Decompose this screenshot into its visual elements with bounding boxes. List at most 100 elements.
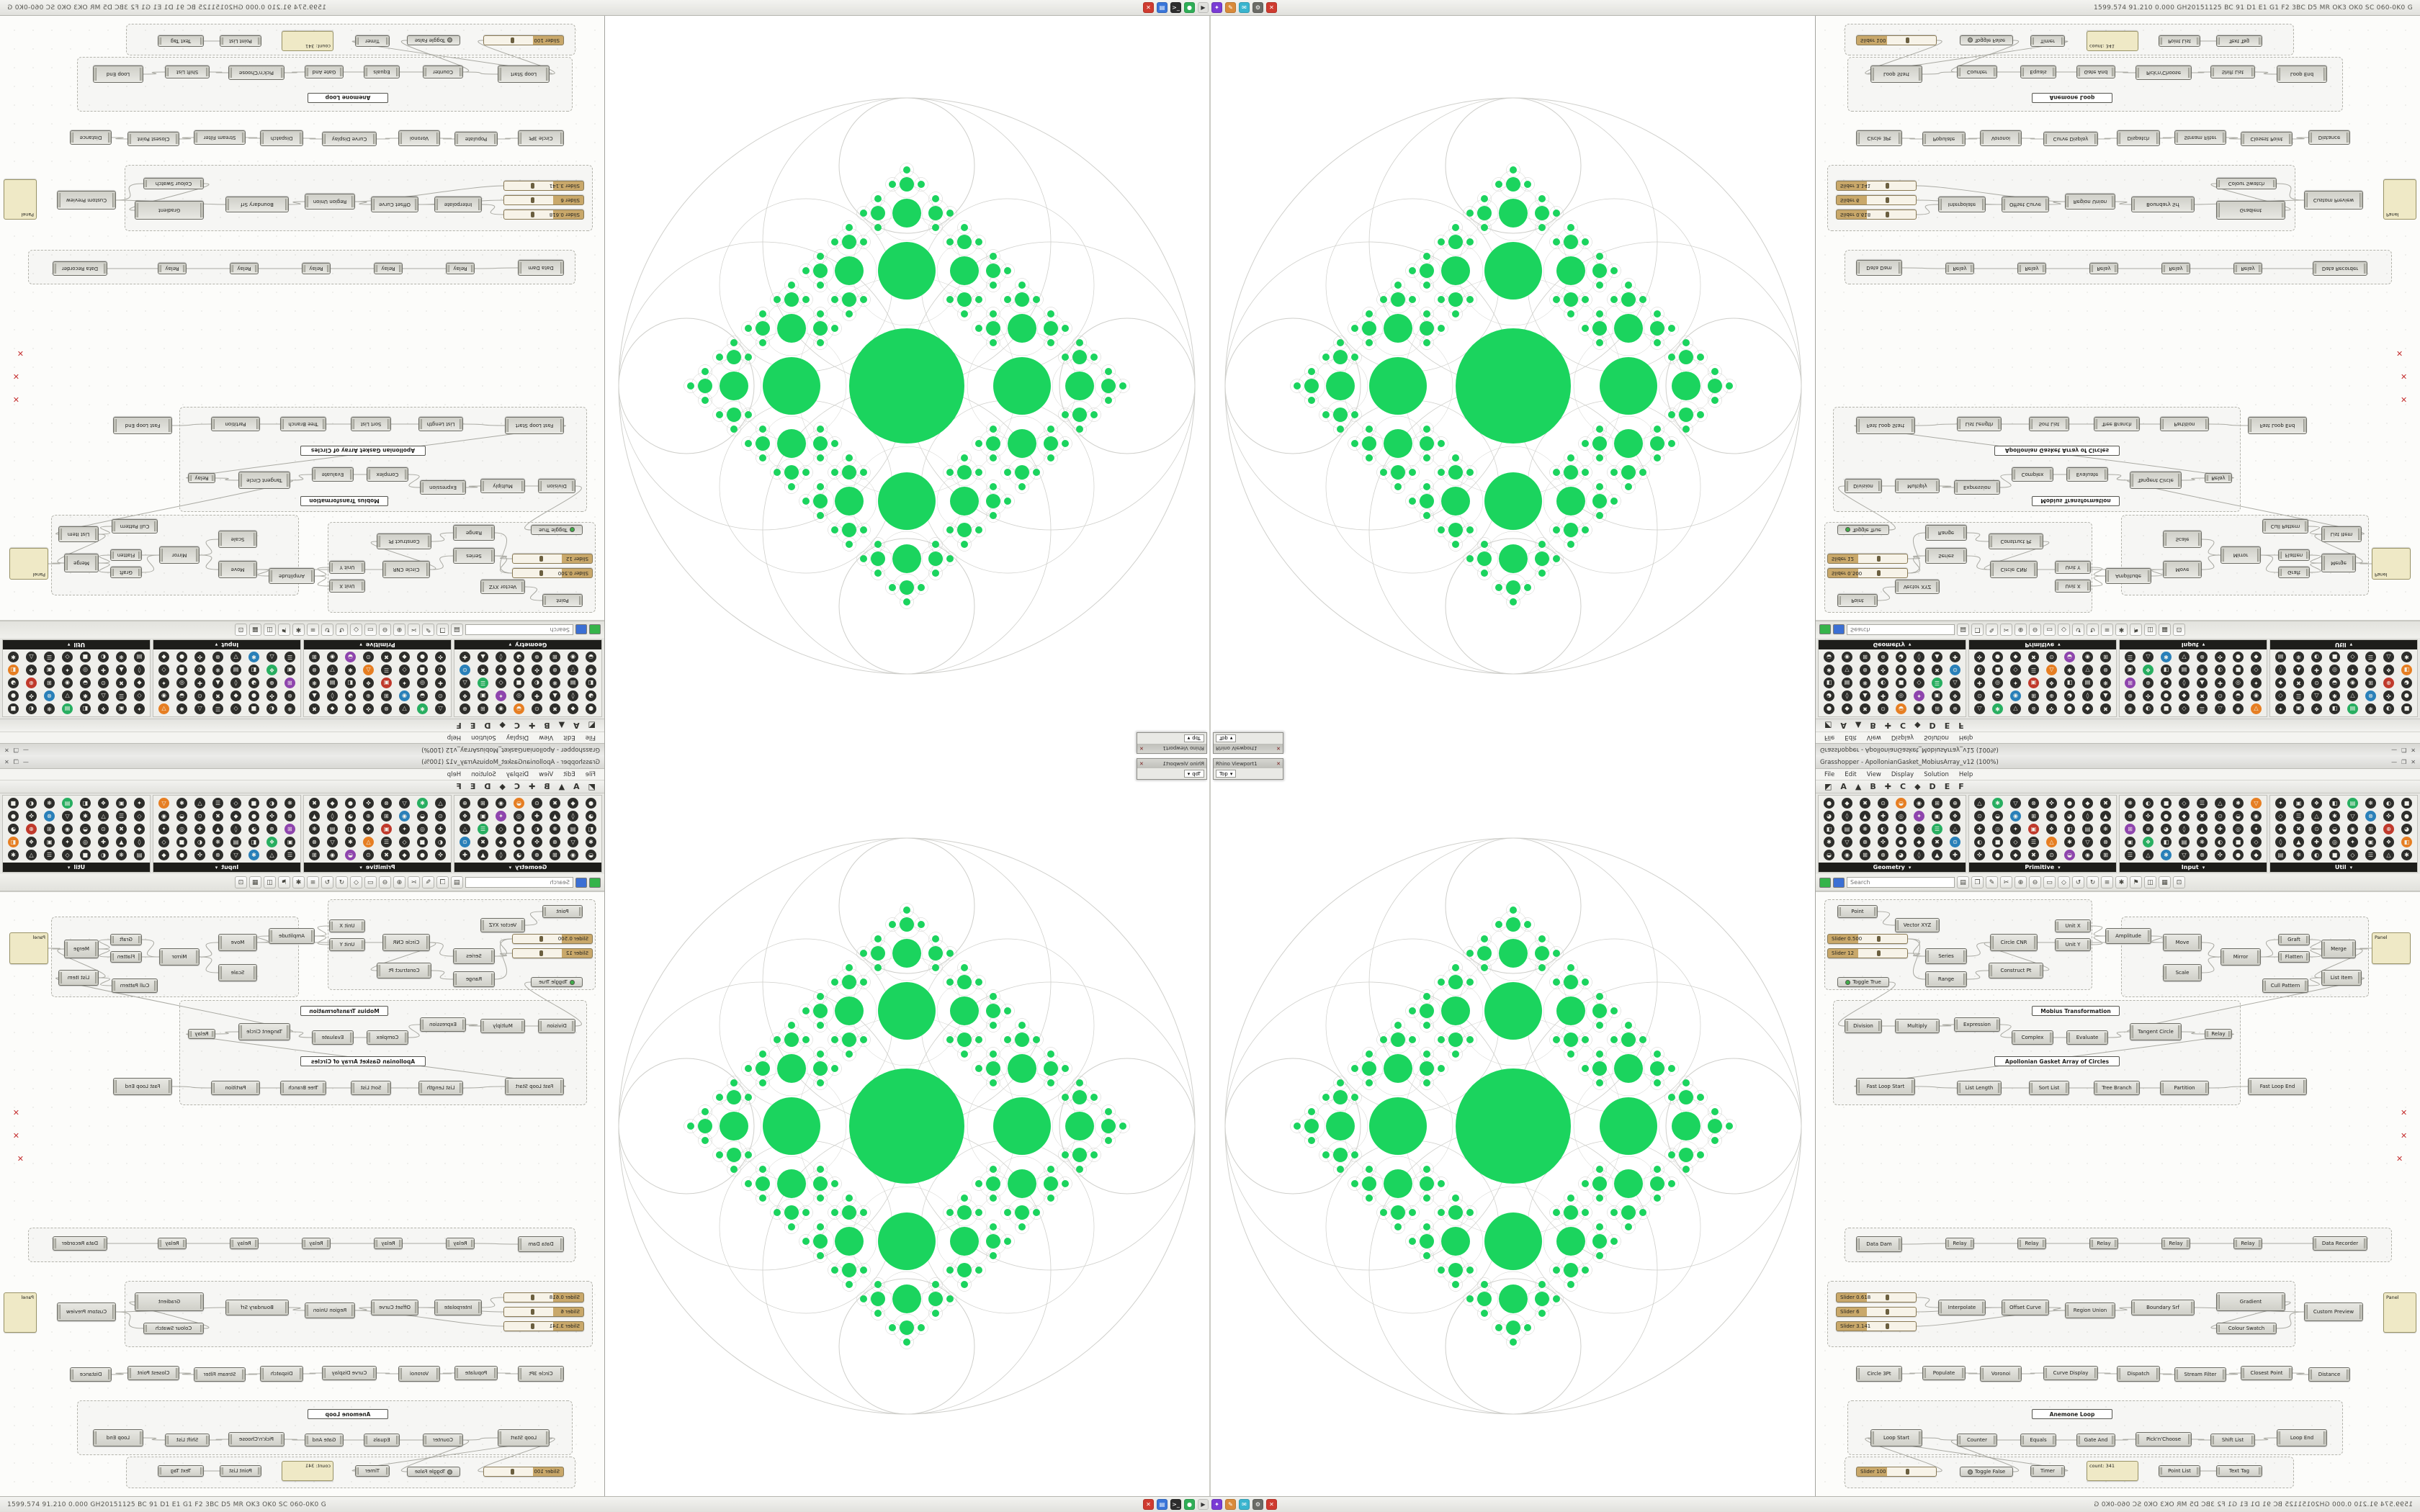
component-icon[interactable]: ⊗ [550, 665, 560, 676]
gh-node[interactable]: Circle CNR [1990, 934, 2038, 951]
gh-node[interactable]: Dispatch [2117, 130, 2160, 146]
gh-node[interactable]: Stream Filter [194, 130, 246, 145]
component-icon[interactable]: ■ [2233, 665, 2244, 676]
sketch-green-button[interactable] [1819, 877, 1831, 888]
component-icon[interactable]: ⊞ [2100, 652, 2111, 663]
gh-node[interactable]: Slider 6 [1836, 1307, 1917, 1317]
component-icon[interactable]: ✦ [2251, 678, 2262, 689]
component-icon[interactable]: ⊗ [381, 798, 392, 809]
gh-node[interactable]: Data Dam [518, 260, 564, 276]
component-icon[interactable]: ◧ [1824, 678, 1834, 689]
component-icon[interactable]: ◊ [1914, 849, 1924, 860]
gh-node[interactable]: Slider 0.618 [503, 1292, 584, 1302]
component-icon[interactable]: ◎ [417, 678, 428, 689]
component-icon[interactable]: ◆ [1914, 665, 1924, 676]
gh-node[interactable]: Equals [2020, 1434, 2056, 1446]
gh-node[interactable]: Evaluate [312, 1030, 354, 1045]
component-icon[interactable]: ◊ [568, 811, 578, 822]
component-icon[interactable]: ✦ [62, 836, 73, 847]
gh-node[interactable]: Flatten [110, 549, 142, 561]
gh-node[interactable]: Counter [423, 66, 463, 78]
component-icon[interactable]: ◆ [496, 836, 506, 847]
gh-node[interactable]: Merge [64, 554, 99, 572]
editor-icon[interactable]: ✎ [1225, 2, 1236, 13]
gh-node[interactable]: Custom Preview [2304, 1302, 2363, 1321]
viewport-tab-top[interactable]: Top ▾ [1216, 734, 1237, 742]
component-icon[interactable]: ◎ [176, 678, 187, 689]
palette-group-label[interactable]: Input ▾ [153, 863, 300, 872]
component-icon[interactable]: ▣ [381, 823, 392, 834]
component-icon[interactable]: ◒ [417, 690, 428, 701]
component-icon[interactable]: ◒ [2064, 652, 2075, 663]
gh-node[interactable]: Move [218, 934, 257, 951]
toolbar-button-1[interactable]: ❐ [436, 624, 449, 636]
gh-node[interactable]: Graft [2278, 934, 2310, 945]
component-icon[interactable]: ✚ [532, 690, 542, 701]
gh-node[interactable]: Relay [2233, 1238, 2262, 1249]
component-icon[interactable]: ◐ [2215, 836, 2226, 847]
category-tab-9[interactable]: F [456, 721, 462, 730]
category-tab-7[interactable]: D [1929, 782, 1936, 791]
close-icon[interactable]: ✕ [1276, 745, 1281, 752]
gh-node[interactable]: Pick'n'Choose [228, 1432, 284, 1446]
component-icon[interactable]: ◊ [1914, 652, 1924, 663]
component-icon[interactable]: ◊ [327, 811, 338, 822]
component-icon[interactable]: ❋ [1860, 823, 1870, 834]
component-icon[interactable]: ◒ [345, 849, 356, 860]
node-canvas[interactable]: Point Vector XYZ Slider 0.500 Slider 12 Seri… [0, 16, 604, 621]
category-tab-1[interactable]: A [1840, 782, 1847, 791]
component-icon[interactable]: ▤ [134, 849, 145, 860]
component-icon[interactable]: ✱ [2233, 703, 2244, 714]
gh-node[interactable]: Panel [9, 932, 48, 964]
component-icon[interactable]: ✚ [460, 652, 470, 663]
component-icon[interactable]: ⊕ [363, 811, 374, 822]
component-icon[interactable]: △ [266, 849, 277, 860]
maximize-icon[interactable]: ❐ [2401, 747, 2407, 753]
palette-group-label[interactable]: Geometry ▾ [454, 863, 601, 872]
component-icon[interactable]: ◇ [399, 836, 410, 847]
component-icon[interactable]: ☰ [2293, 811, 2304, 822]
close-icon[interactable]: ✕ [4, 759, 9, 765]
component-icon[interactable]: ◧ [586, 823, 596, 834]
component-icon[interactable]: ▲ [309, 811, 320, 822]
component-icon[interactable]: ✖ [1932, 836, 1942, 847]
gh-node[interactable]: Apollonian Gasket Array of Circles [1994, 446, 2120, 456]
gh-node[interactable]: Colour Swatch [2216, 178, 2277, 189]
component-icon[interactable]: ❖ [98, 703, 109, 714]
gh-node[interactable]: Interpolate [434, 1300, 482, 1315]
gh-node[interactable]: Voronoi [398, 130, 440, 146]
component-icon[interactable]: ◉ [62, 678, 73, 689]
component-icon[interactable]: ◎ [80, 665, 91, 676]
gh-node[interactable]: Relay [1945, 1238, 1974, 1249]
gh-node[interactable]: Toggle True [1837, 525, 1889, 535]
component-icon[interactable]: ❖ [2143, 665, 2154, 676]
component-icon[interactable]: ✖ [550, 703, 560, 714]
component-icon[interactable]: ⊙ [194, 811, 205, 822]
component-icon[interactable]: ✜ [2046, 798, 2057, 809]
component-icon[interactable]: ◒ [176, 811, 187, 822]
component-icon[interactable]: ❋ [2293, 849, 2304, 860]
component-icon[interactable]: ● [1896, 665, 1906, 676]
component-icon[interactable]: ✚ [460, 849, 470, 860]
gh-node[interactable]: List Length [1957, 417, 2002, 431]
component-icon[interactable]: ⊗ [2028, 703, 2039, 714]
component-icon[interactable]: ◊ [1842, 811, 1852, 822]
gh-node[interactable]: Amplitude [2105, 568, 2151, 584]
component-icon[interactable]: ◎ [514, 811, 524, 822]
component-icon[interactable]: ◊ [230, 823, 241, 834]
component-icon[interactable]: ☰ [2293, 690, 2304, 701]
component-icon[interactable]: ◆ [327, 798, 338, 809]
close-icon[interactable]: ✕ [1276, 760, 1281, 767]
viewport-float-panel[interactable]: Rhino Viewport1 ✕ Top ▾ [1213, 732, 1283, 754]
toolbar-button-12[interactable]: ⚑ [2130, 624, 2142, 636]
gh-node[interactable]: Tangent Circle [238, 472, 290, 489]
gh-node[interactable]: Construct Pt [377, 963, 431, 978]
toolbar-button-14[interactable]: ▦ [2159, 876, 2171, 888]
component-icon[interactable]: ● [417, 652, 428, 663]
component-icon[interactable]: ◧ [8, 665, 19, 676]
gh-node[interactable]: Equals [2020, 66, 2056, 78]
component-icon[interactable]: ◆ [134, 823, 145, 834]
toolbar-button-3[interactable]: ✂ [408, 624, 420, 636]
gh-node[interactable]: Relay [2205, 473, 2232, 483]
toolbar-button-9[interactable]: ↻ [321, 876, 333, 888]
